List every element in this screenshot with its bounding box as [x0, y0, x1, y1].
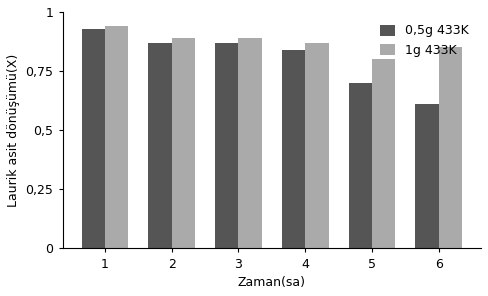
Bar: [305, 43, 328, 248]
Bar: [148, 43, 172, 248]
Bar: [105, 26, 128, 248]
Bar: [81, 28, 105, 248]
Bar: [215, 43, 239, 248]
Bar: [439, 47, 462, 248]
Bar: [348, 83, 372, 248]
Bar: [239, 38, 262, 248]
Bar: [172, 38, 195, 248]
Bar: [372, 59, 395, 248]
Legend: 0,5g 433K, 1g 433K: 0,5g 433K, 1g 433K: [373, 18, 475, 63]
Bar: [415, 104, 439, 248]
Bar: [282, 50, 305, 248]
X-axis label: Zaman(sa): Zaman(sa): [238, 276, 306, 289]
Y-axis label: Laurik asit dönüşümü(X): Laurik asit dönüşümü(X): [7, 54, 20, 207]
